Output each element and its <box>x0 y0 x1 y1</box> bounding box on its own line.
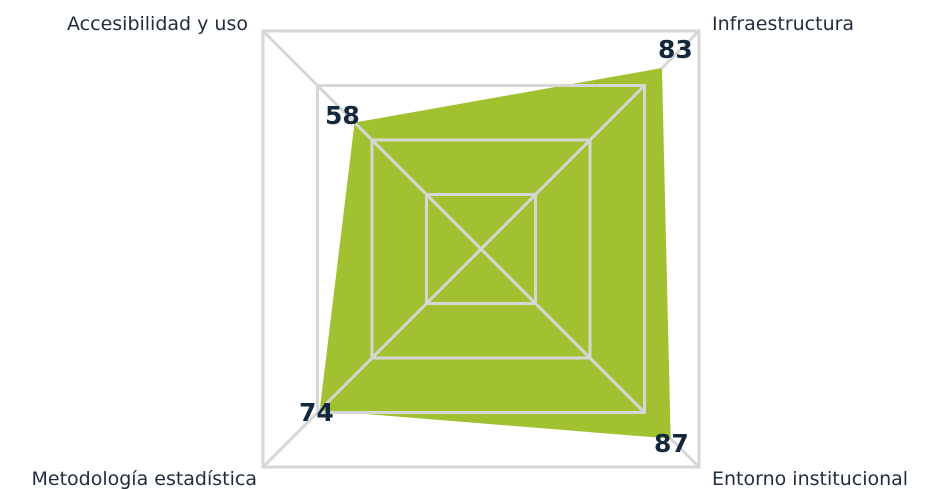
grid-overlay <box>316 84 646 414</box>
grid-ring-3 <box>316 84 646 414</box>
grid-ring-1 <box>425 193 537 305</box>
axis-label-accesibilidad: Accesibilidad y uso <box>67 13 248 35</box>
grid-ring-2 <box>370 138 592 360</box>
value-label-metodologia: 74 <box>299 398 334 427</box>
axis-label-infraestructura: Infraestructura <box>712 13 854 35</box>
data-polygon <box>319 68 671 439</box>
value-label-entorno: 87 <box>654 429 689 458</box>
value-label-infraestructura: 83 <box>658 35 693 64</box>
axis-label-entorno: Entorno institucional <box>712 468 908 489</box>
grid-ring-outer <box>261 29 701 469</box>
grid-diagonal-inner-2 <box>316 84 646 414</box>
axis-label-metodologia: Metodología estadística <box>31 468 257 489</box>
value-label-accesibilidad: 58 <box>325 101 360 130</box>
